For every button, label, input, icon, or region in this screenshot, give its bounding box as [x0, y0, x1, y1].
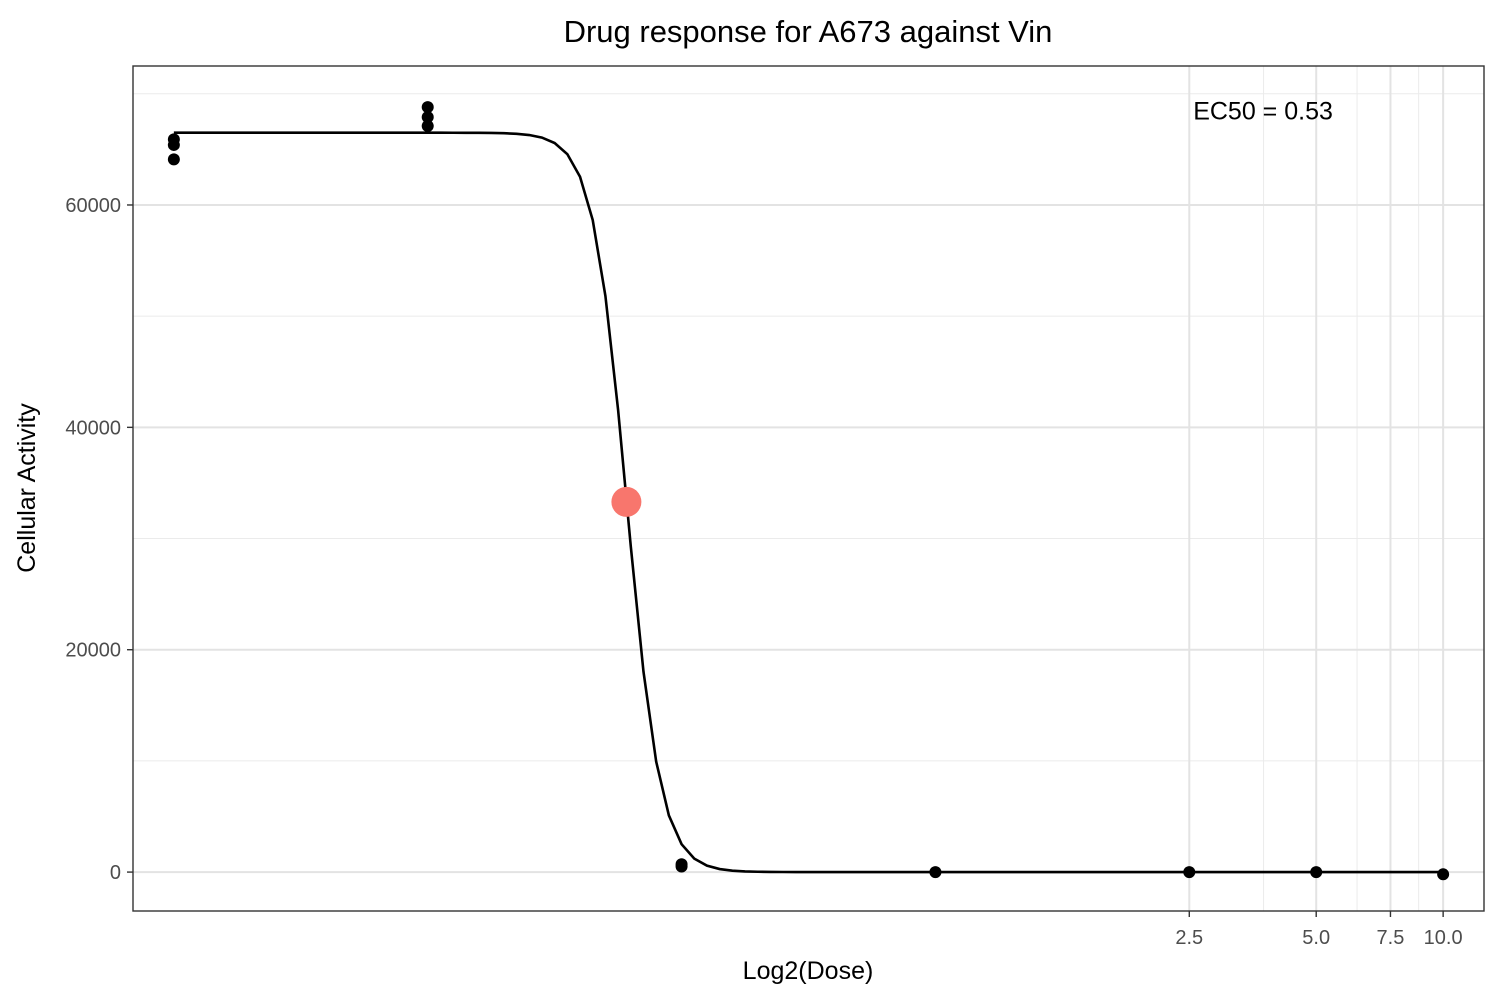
data-point: [421, 101, 434, 114]
data-point: [167, 133, 180, 146]
data-point: [929, 866, 942, 879]
x-axis-ticks: 2.5 5.0 7.5 10.0: [1175, 911, 1463, 949]
data-point: [167, 153, 180, 166]
data-point: [675, 858, 688, 871]
major-gridlines: [133, 66, 1484, 911]
data-point: [421, 120, 434, 133]
x-tick-label: 5.0: [1302, 927, 1330, 949]
y-axis-title: Cellular Activity: [13, 403, 41, 573]
data-point: [421, 111, 434, 124]
minor-gridlines: [133, 66, 1484, 911]
data-points-layer: [167, 101, 1450, 881]
x-tick-label: 7.5: [1377, 927, 1405, 949]
plot-panel-border: [132, 65, 1485, 912]
data-point: [1437, 868, 1450, 881]
x-axis-title: Log2(Dose): [743, 957, 874, 985]
data-point: [1310, 866, 1323, 879]
fit-curve-layer: [173, 131, 1444, 874]
data-point: [1183, 866, 1196, 879]
x-tick-label: 10.0: [1424, 927, 1463, 949]
chart-title: Drug response for A673 against Vin: [564, 14, 1053, 49]
y-tick-label: 0: [110, 862, 121, 884]
y-tick-label: 20000: [65, 640, 121, 662]
y-tick-label: 60000: [65, 195, 121, 217]
y-axis-ticks: 0 20000 40000 60000: [65, 195, 133, 884]
ec50-marker-layer: [611, 486, 642, 517]
ec50-annotation: EC50 = 0.53: [1193, 97, 1333, 125]
fit-curve: [173, 131, 1444, 874]
ec50-point: [611, 486, 642, 517]
x-tick-label: 2.5: [1175, 927, 1203, 949]
y-tick-label: 40000: [65, 417, 121, 439]
plot-panel-background: [133, 66, 1484, 911]
